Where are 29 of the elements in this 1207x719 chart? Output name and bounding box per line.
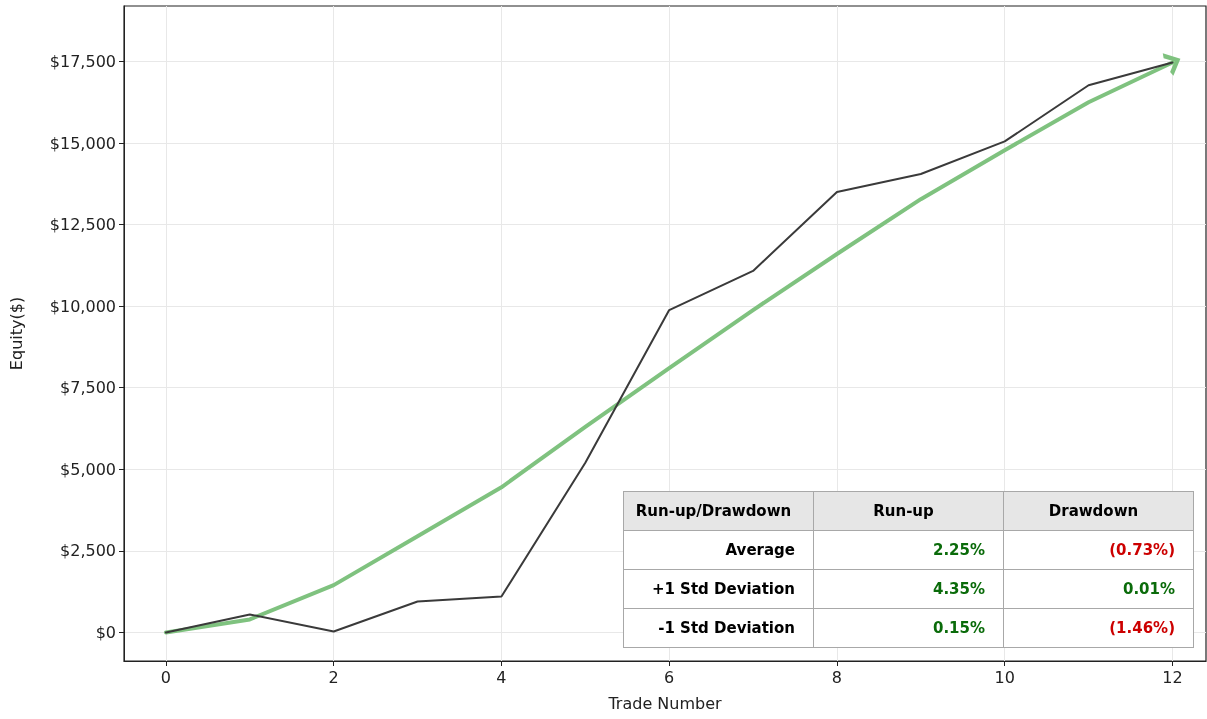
annotation: 2.25% — [813, 530, 1004, 570]
annotation: +1 Std Deviation — [623, 569, 814, 609]
annotation: 0.15% — [813, 608, 1004, 648]
y-tick-label: $5,000 — [60, 459, 116, 479]
y-tick-label: $0 — [95, 622, 116, 642]
annotation: Drawdown — [1003, 491, 1194, 531]
annotation: 0.01% — [1003, 569, 1194, 609]
y-tick-label: $17,500 — [49, 51, 116, 71]
annotation: Average — [623, 530, 814, 570]
y-tick-label: $12,500 — [49, 215, 116, 235]
x-tick-label: 10 — [994, 667, 1015, 687]
annotation: (0.73%) — [1003, 530, 1194, 570]
y-axis-title: Equity($) — [6, 296, 26, 371]
x-tick-label: 2 — [328, 667, 339, 687]
annotation: -1 Std Deviation — [623, 608, 814, 648]
y-tick-label: $10,000 — [49, 296, 116, 316]
y-tick-label: $2,500 — [60, 541, 116, 561]
annotation: Run-up/Drawdown — [623, 491, 814, 531]
y-tick-label: $7,500 — [60, 378, 116, 398]
annotation: (1.46%) — [1003, 608, 1194, 648]
x-tick-label: 0 — [160, 667, 172, 687]
x-tick-label: 12 — [1162, 667, 1183, 687]
x-axis-title: Trade Number — [607, 693, 722, 713]
y-tick-label: $15,000 — [49, 133, 116, 153]
annotation: Run-up — [813, 491, 1004, 531]
x-tick-label: 6 — [664, 667, 675, 687]
annotation: 4.35% — [813, 569, 1004, 609]
x-tick-label: 4 — [496, 667, 507, 687]
x-tick-label: 8 — [831, 667, 843, 687]
